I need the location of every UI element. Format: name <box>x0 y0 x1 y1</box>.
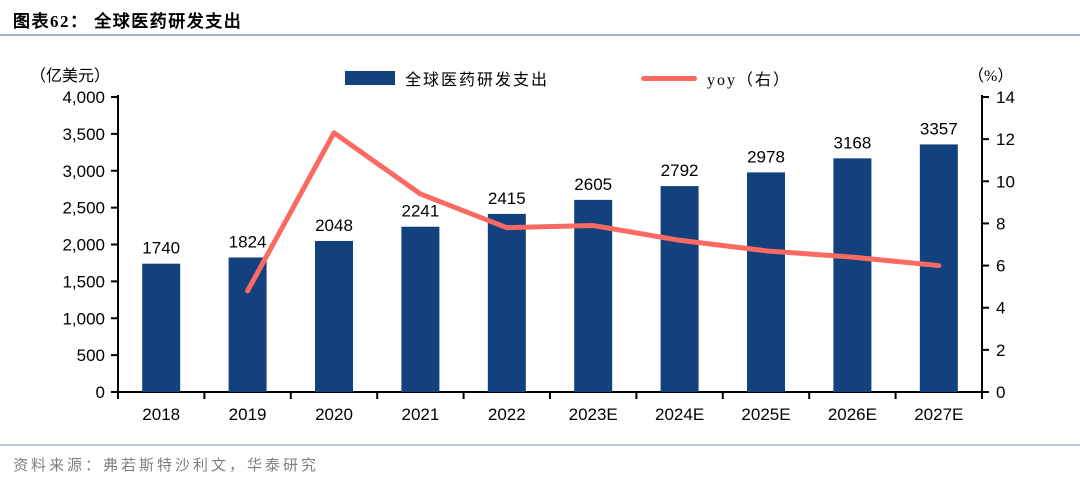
bar-value-label: 2978 <box>747 147 785 166</box>
bar-2018 <box>142 263 181 392</box>
left-axis-tick-label: 3,500 <box>62 125 105 144</box>
x-axis-category-label: 2019 <box>229 405 267 424</box>
bar-value-label: 3168 <box>833 133 871 152</box>
left-axis-tick-label: 3,000 <box>62 162 105 181</box>
source-note: 资料来源：弗若斯特沙利文，华泰研究 <box>13 458 320 474</box>
bar-2024E <box>660 186 699 392</box>
bar-value-label: 2792 <box>661 161 699 180</box>
right-axis-tick-label: 4 <box>996 299 1005 318</box>
bar-value-label: 2241 <box>401 202 439 221</box>
x-axis-category-label: 2027E <box>914 405 963 424</box>
right-axis-tick-label: 12 <box>996 130 1015 149</box>
bar-value-label: 1824 <box>229 232 267 251</box>
right-axis-tick-label: 14 <box>996 88 1015 107</box>
right-axis-tick-label: 10 <box>996 172 1015 191</box>
left-axis-tick-label: 2,500 <box>62 199 105 218</box>
x-axis-category-label: 2026E <box>828 405 877 424</box>
bar-2019 <box>228 257 267 392</box>
figure-title: 图表62： 全球医药研发支出 <box>13 12 243 31</box>
bar-value-label: 2415 <box>488 189 526 208</box>
right-axis-tick-label: 8 <box>996 214 1005 233</box>
chart-legend: 全球医药研发支出 yoy（右） <box>28 66 1080 90</box>
x-axis-category-label: 2023E <box>569 405 618 424</box>
bar-series-swatch-icon <box>344 71 395 85</box>
bar-2023E <box>574 199 613 392</box>
left-axis-tick-label: 0 <box>96 383 105 402</box>
bar-value-label: 1740 <box>142 239 180 258</box>
bar-2021 <box>401 226 440 392</box>
bar-value-label: 2048 <box>315 216 353 235</box>
right-axis-tick-label: 6 <box>996 257 1005 276</box>
line-series-swatch-icon <box>641 75 697 81</box>
left-axis-tick-label: 1,000 <box>62 309 105 328</box>
x-axis-category-label: 2025E <box>741 405 790 424</box>
x-axis-category-label: 2020 <box>315 405 353 424</box>
left-axis-tick-label: 500 <box>77 346 105 365</box>
left-axis-tick-label: 4,000 <box>62 88 105 107</box>
line-series-label: yoy（右） <box>707 72 792 89</box>
bar-value-label: 3357 <box>920 119 958 138</box>
bar-2026E <box>833 158 872 392</box>
x-axis-category-label: 2024E <box>655 405 704 424</box>
left-axis-tick-label: 1,500 <box>62 272 105 291</box>
right-axis-unit: （%） <box>968 68 1014 85</box>
left-axis-tick-label: 2,000 <box>62 236 105 255</box>
bar-series-label: 全球医药研发支出 <box>404 72 549 89</box>
x-axis-category-label: 2018 <box>142 405 180 424</box>
bar-2027E <box>919 144 958 392</box>
right-axis-tick-label: 2 <box>996 341 1005 360</box>
left-axis-unit: （亿美元） <box>30 68 111 85</box>
legend-item-bar: 全球医药研发支出 <box>344 66 549 90</box>
title-divider <box>0 34 1080 36</box>
legend-item-line: yoy（右） <box>641 66 791 90</box>
bar-2020 <box>315 240 353 392</box>
right-axis-tick-label: 0 <box>996 383 1005 402</box>
bar-2025E <box>747 172 785 392</box>
bar-value-label: 2605 <box>574 175 612 194</box>
x-axis-category-label: 2022 <box>488 405 526 424</box>
x-axis-category-label: 2021 <box>401 405 439 424</box>
bar-2022 <box>487 213 526 392</box>
yoy-line <box>245 130 942 294</box>
footer-divider <box>0 444 1080 446</box>
